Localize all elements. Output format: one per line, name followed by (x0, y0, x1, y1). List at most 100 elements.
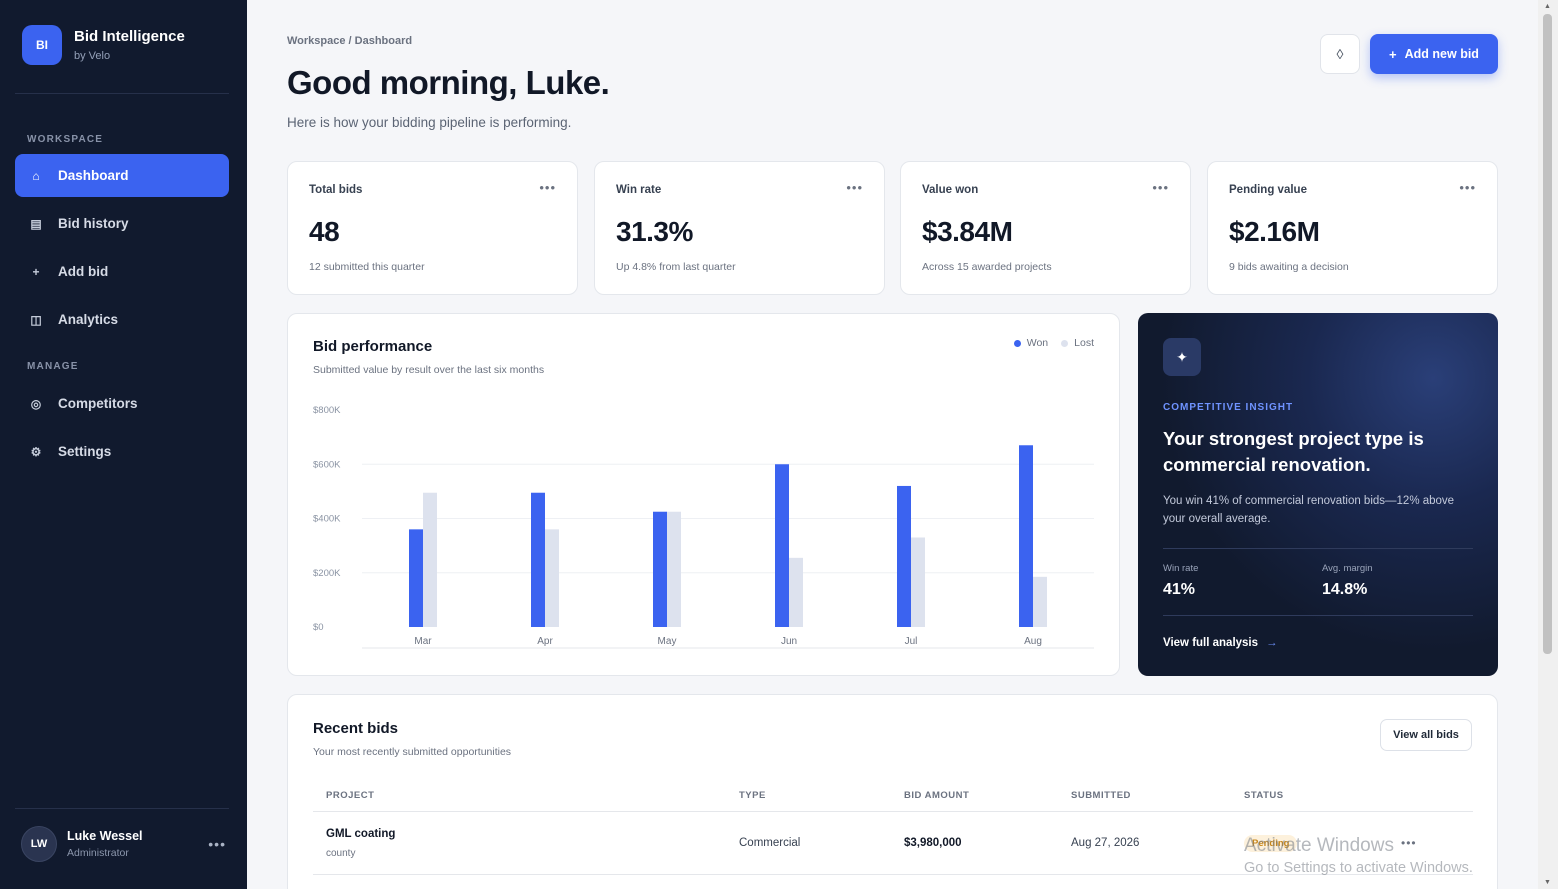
x-tick-label: Jun (781, 636, 797, 647)
sidebar-item-add-bid[interactable]: + Add bid (15, 250, 229, 293)
sidebar-item-label: Bid history (58, 216, 129, 231)
column-header-type[interactable]: TYPE (739, 790, 766, 801)
legend-label: Won (1026, 337, 1049, 349)
add-new-bid-button[interactable]: + Add new bid (1370, 34, 1498, 74)
stat-note: 12 submitted this quarter (309, 261, 425, 273)
bar-won (531, 492, 545, 627)
stat-card-total-bids: Total bids ••• 48 12 submitted this quar… (287, 161, 578, 295)
section-label-manage: MANAGE (27, 361, 79, 372)
column-header-status[interactable]: STATUS (1244, 790, 1284, 801)
legend-item-lost[interactable]: Lost (1061, 337, 1094, 349)
scroll-down-icon[interactable]: ▼ (1544, 879, 1551, 886)
metric-value: 41% (1163, 581, 1196, 598)
page-title: Good morning, Luke. (287, 64, 610, 101)
view-all-bids-button[interactable]: View all bids (1380, 719, 1472, 751)
activate-windows-watermark: Activate Windows Go to Settings to activ… (1244, 835, 1473, 876)
stat-card-win-rate: Win rate ••• 31.3% Up 4.8% from last qua… (594, 161, 885, 295)
link-label: View full analysis (1163, 637, 1259, 649)
stat-label: Pending value (1229, 184, 1307, 196)
sidebar-item-label: Add bid (58, 264, 109, 279)
y-tick-label: $600K (313, 459, 341, 470)
plus-icon: + (32, 264, 40, 279)
stat-label: Total bids (309, 184, 363, 196)
y-tick-label: $0 (313, 622, 324, 633)
sidebar-divider (15, 808, 229, 809)
x-tick-label: Apr (537, 636, 553, 647)
sidebar-item-settings[interactable]: ⚙ Settings (15, 430, 229, 473)
stat-value: $2.16M (1229, 216, 1320, 247)
more-icon[interactable]: ••• (208, 836, 226, 852)
recent-bids-card: Recent bids Your most recently submitted… (287, 694, 1498, 889)
submitted-date: Aug 27, 2026 (1071, 837, 1140, 849)
scroll-up-icon[interactable]: ▲ (1544, 3, 1551, 10)
page-scrollbar[interactable]: ▲ ▼ (1538, 0, 1558, 889)
more-icon[interactable]: ••• (1401, 836, 1417, 850)
user-profile[interactable]: LW Luke Wessel Administrator ••• (21, 826, 226, 862)
sparkle-icon: ✦ (1163, 338, 1201, 376)
add-new-bid-label: Add new bid (1404, 47, 1479, 61)
bar-won (897, 485, 911, 627)
more-icon[interactable]: ••• (539, 180, 556, 195)
stat-label: Win rate (616, 184, 662, 196)
stat-value: 31.3% (616, 216, 693, 247)
bar-won (1019, 445, 1033, 627)
page-subtitle: Here is how your bidding pipeline is per… (287, 115, 572, 130)
user-role: Administrator (67, 847, 129, 859)
sidebar-divider (15, 93, 229, 94)
view-full-analysis-link[interactable]: View full analysis → (1163, 637, 1278, 649)
competitive-insight-card: ✦ COMPETITIVE INSIGHT Your strongest pro… (1138, 313, 1498, 676)
list-icon: ▤ (30, 216, 42, 231)
bid-performance-card: Bid performance Submitted value by resul… (287, 313, 1120, 676)
plus-icon: + (1389, 46, 1397, 62)
columns-icon: ◫ (30, 312, 42, 327)
brand[interactable]: BI Bid Intelligence by Velo (22, 25, 185, 65)
status-badge: Pending (1244, 835, 1298, 852)
more-icon[interactable]: ••• (1459, 180, 1476, 195)
y-tick-label: $800K (313, 405, 341, 416)
y-tick-label: $400K (313, 514, 341, 525)
table-divider (313, 874, 1473, 875)
bar-lost (423, 492, 437, 627)
stat-card-pending-value: Pending value ••• $2.16M 9 bids awaiting… (1207, 161, 1498, 295)
legend-dot-icon (1013, 339, 1021, 347)
sidebar-item-competitors[interactable]: ◎ Competitors (15, 382, 229, 425)
home-icon: ⌂ (32, 168, 40, 183)
y-tick-label: $200K (313, 568, 341, 579)
sidebar-item-bid-history[interactable]: ▤ Bid history (15, 202, 229, 245)
watermark-line: Go to Settings to activate Windows. (1244, 860, 1473, 876)
column-header-submitted[interactable]: SUBMITTED (1071, 790, 1131, 801)
metric-label: Win rate (1163, 563, 1199, 574)
theme-toggle-button[interactable]: ◊ (1320, 34, 1360, 74)
insight-eyebrow: COMPETITIVE INSIGHT (1163, 402, 1294, 413)
column-header-bid-amount[interactable]: BID AMOUNT (904, 790, 970, 801)
sidebar-item-dashboard[interactable]: ⌂ Dashboard (15, 154, 229, 197)
more-icon[interactable]: ••• (1152, 180, 1169, 195)
bar-lost (1033, 576, 1047, 627)
arrow-right-icon: → (1266, 637, 1278, 649)
bar-won (409, 529, 423, 627)
sidebar-item-label: Analytics (58, 312, 119, 327)
stat-card-value-won: Value won ••• $3.84M Across 15 awarded p… (900, 161, 1191, 295)
bar-won (653, 511, 667, 627)
column-header-project[interactable]: PROJECT (326, 790, 375, 801)
sidebar-item-label: Competitors (58, 396, 138, 411)
more-icon[interactable]: ••• (846, 180, 863, 195)
bar-lost (667, 511, 681, 627)
user-name: Luke Wessel (67, 829, 143, 843)
chart-legend: Won Lost (1001, 337, 1094, 349)
bar-lost (545, 529, 559, 627)
sidebar: BI Bid Intelligence by Velo WORKSPACE ⌂ … (0, 0, 247, 889)
scroll-thumb[interactable] (1543, 14, 1552, 654)
insight-body: You win 41% of commercial renovation bid… (1163, 495, 1455, 525)
legend-dot-icon (1061, 339, 1069, 347)
sidebar-item-label: Dashboard (58, 168, 129, 183)
sidebar-item-label: Settings (58, 444, 112, 459)
stat-note: 9 bids awaiting a decision (1229, 261, 1349, 273)
project-location: county (326, 848, 356, 859)
legend-item-won[interactable]: Won (1013, 337, 1049, 349)
sidebar-item-analytics[interactable]: ◫ Analytics (15, 298, 229, 341)
x-tick-label: May (658, 636, 677, 647)
stat-label: Value won (922, 184, 979, 196)
divider (1163, 548, 1473, 549)
insight-headline: Your strongest project type is commercia… (1163, 428, 1424, 475)
